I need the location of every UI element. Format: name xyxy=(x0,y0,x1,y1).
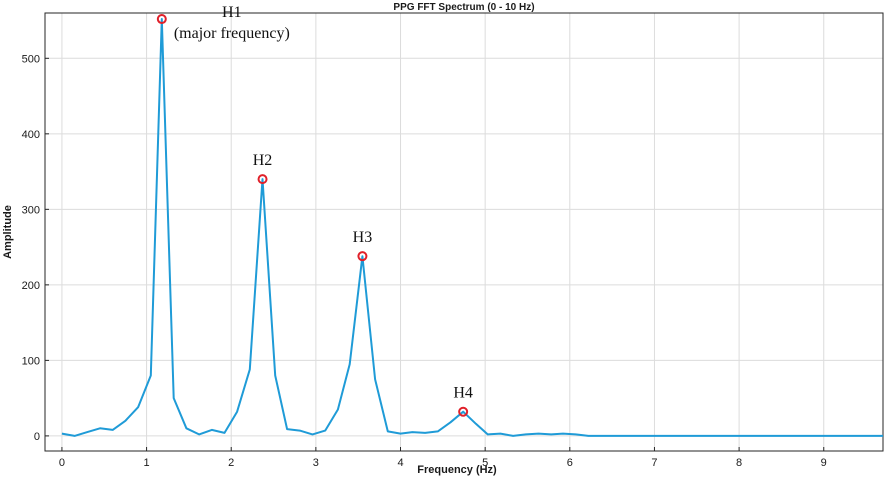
x-axis-label: Frequency (Hz) xyxy=(417,464,497,476)
series-line xyxy=(61,18,883,437)
tick-labels: 0 1 2 3 4 5 6 7 8 9 0 100 200 300 400 500 xyxy=(22,53,827,469)
peak-marker xyxy=(357,251,368,262)
chart-title: PPG FFT Spectrum (0 - 10 Hz) xyxy=(393,2,534,13)
peak-marker xyxy=(156,14,167,25)
peak-marker xyxy=(257,174,268,185)
plot-frame xyxy=(44,12,884,452)
peak-label: H4 xyxy=(453,385,473,402)
x-tick-label: 2 xyxy=(228,457,234,469)
axes xyxy=(44,12,884,452)
x-tick-label: 1 xyxy=(144,457,150,469)
peak-annotations: H1 (major frequency) H2 H3 H4 xyxy=(174,4,473,402)
x-tick-label: 9 xyxy=(821,457,827,469)
y-axis-label: Amplitude xyxy=(2,205,14,259)
x-tick-label: 5 xyxy=(482,457,488,469)
y-tick-label: 500 xyxy=(22,53,40,65)
peak-label: H1 xyxy=(222,4,242,21)
peak-sublabel: (major frequency) xyxy=(174,25,290,42)
peak-label: H3 xyxy=(353,229,373,246)
series-layer xyxy=(61,18,883,437)
y-tick-label: 400 xyxy=(22,129,40,141)
y-tick-label: 0 xyxy=(34,431,40,443)
x-tick-label: 7 xyxy=(651,457,657,469)
x-tick-label: 0 xyxy=(59,457,65,469)
plot-background xyxy=(45,13,883,451)
y-tick-label: 100 xyxy=(22,355,40,367)
x-tick-label: 4 xyxy=(397,457,403,469)
y-tick-label: 300 xyxy=(22,204,40,216)
x-tick-label: 6 xyxy=(567,457,573,469)
peak-marker xyxy=(458,406,469,417)
x-tick-label: 8 xyxy=(736,457,742,469)
peak-label: H2 xyxy=(253,152,273,169)
y-tick-label: 200 xyxy=(22,280,40,292)
x-tick-label: 3 xyxy=(313,457,319,469)
peak-markers xyxy=(156,14,469,417)
